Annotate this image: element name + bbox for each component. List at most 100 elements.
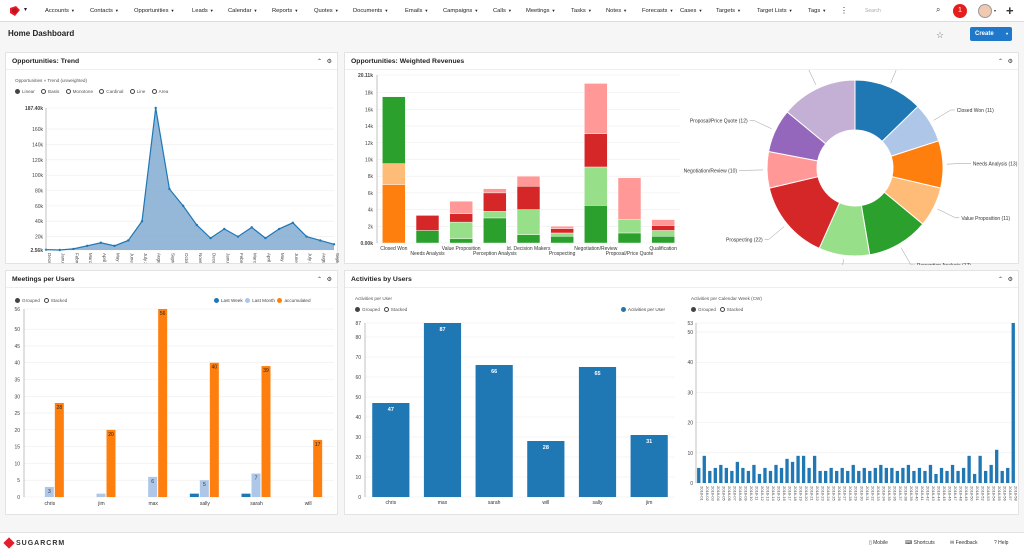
search-input[interactable]: Search [865, 8, 881, 14]
nav-item-tasks[interactable]: Tasks ▼ [571, 8, 592, 14]
collapse-icon[interactable]: ⌃ [997, 277, 1003, 283]
shortcuts-link[interactable]: ⌨ Shortcuts [905, 540, 935, 546]
feedback-link[interactable]: ✉ Feedback [950, 540, 978, 546]
create-caret-icon[interactable]: ▾ [1005, 31, 1008, 36]
group-mode-toggle[interactable]: Grouped Stacked [691, 307, 743, 312]
chevron-down-icon[interactable]: ▼ [209, 8, 214, 13]
logo-menu-caret-icon[interactable]: ▾ [24, 7, 27, 13]
chevron-down-icon[interactable]: ▼ [474, 8, 479, 13]
chevron-down-icon[interactable]: ▼ [114, 8, 119, 13]
radio-line[interactable] [129, 89, 135, 94]
collapse-icon[interactable]: ⌃ [316, 277, 322, 283]
nav-item-label: Targets [716, 8, 736, 14]
chevron-down-icon[interactable]: ▼ [253, 8, 258, 13]
x-tick-label: April [102, 253, 107, 262]
radio-basis[interactable] [41, 89, 47, 94]
grouped-radio[interactable] [691, 307, 696, 312]
gear-icon[interactable]: ⚙ [1007, 59, 1013, 65]
stacked-radio[interactable] [719, 307, 725, 312]
x-tick-label: 2018-36 [892, 486, 897, 501]
x-tick-label: Needs Analysis [410, 251, 445, 257]
chevron-down-icon[interactable]: ▼ [424, 8, 429, 13]
notifications-badge[interactable]: 1 [953, 4, 967, 18]
nav-item-reports[interactable]: Reports ▼ [272, 8, 298, 14]
nav-item-calls[interactable]: Calls ▼ [493, 8, 512, 14]
bar [746, 470, 751, 483]
quick-create-icon[interactable]: + [1006, 3, 1014, 18]
create-button[interactable]: Create ▾ [970, 27, 1012, 41]
gear-icon[interactable]: ⚙ [326, 59, 332, 65]
nav-item-notes[interactable]: Notes ▼ [606, 8, 627, 14]
nav-item-forecasts[interactable]: Forecasts ▼ [642, 8, 673, 14]
nav-item-campaigns[interactable]: Campaigns ▼ [443, 8, 478, 14]
chevron-down-icon[interactable]: ▼ [698, 8, 703, 13]
chart-legend[interactable]: Activities per User [621, 307, 665, 312]
nav-item-label: Documents [353, 8, 383, 14]
grouped-radio[interactable] [355, 307, 360, 312]
nav-item-leads[interactable]: Leads ▼ [192, 8, 214, 14]
favorite-star-icon[interactable]: ☆ [936, 30, 945, 40]
bar-segment [651, 236, 675, 244]
stacked-radio[interactable] [43, 298, 49, 303]
nav-item-emails[interactable]: Emails ▼ [405, 8, 428, 14]
chevron-down-icon[interactable]: ▼ [170, 8, 175, 13]
user-avatar[interactable] [978, 4, 992, 18]
collapse-icon[interactable]: ⌃ [316, 59, 322, 65]
trend-subtitle: Opportunities » Trend (unweighted) [15, 78, 88, 83]
nav-item-label: Accounts [45, 8, 69, 14]
chevron-down-icon[interactable]: ▼ [507, 8, 512, 13]
chevron-down-icon[interactable]: ▼ [384, 8, 389, 13]
stacked-radio[interactable] [383, 307, 389, 312]
gear-icon[interactable]: ⚙ [1007, 277, 1013, 283]
chevron-down-icon[interactable]: ▼ [623, 8, 628, 13]
nav-item-target-lists[interactable]: Target Lists ▼ [757, 8, 793, 14]
radio-area[interactable] [151, 89, 157, 94]
nav-item-quotes[interactable]: Quotes ▼ [314, 8, 339, 14]
chevron-down-icon[interactable]: ▼ [587, 8, 592, 13]
bar-value-label: 47 [388, 407, 394, 413]
legend-activities: Activities per User [628, 307, 666, 312]
nav-item-tags[interactable]: Tags ▼ [808, 8, 826, 14]
x-tick-label: 2018-23 [821, 486, 826, 501]
nav-item-meetings[interactable]: Meetings ▼ [526, 8, 556, 14]
nav-item-opportunities[interactable]: Opportunities ▼ [134, 8, 174, 14]
sugar-logo-icon[interactable] [10, 6, 20, 16]
x-tick-label: 2018-22 [815, 486, 820, 501]
mobile-link[interactable]: ▯ Mobile [869, 540, 888, 546]
nav-item-targets[interactable]: Targets ▼ [716, 8, 741, 14]
radio-monotone[interactable] [65, 89, 71, 94]
radio-linear[interactable] [15, 89, 20, 94]
chevron-down-icon[interactable]: ▼ [294, 8, 299, 13]
user-menu-caret-icon[interactable]: ▾ [994, 8, 997, 13]
bar [884, 467, 888, 483]
bar [818, 470, 822, 483]
radio-cardinal[interactable] [99, 89, 105, 94]
chevron-down-icon[interactable]: ▼ [551, 8, 556, 13]
chevron-down-icon[interactable]: ▼ [822, 8, 827, 13]
x-tick-label: 2018-57 [1008, 486, 1013, 501]
chevron-down-icon[interactable]: ▼ [737, 8, 741, 13]
gear-icon[interactable]: ⚙ [326, 277, 332, 283]
group-mode-toggle[interactable]: Grouped Stacked [355, 307, 407, 312]
more-menu-icon[interactable]: ⋮ [840, 6, 848, 15]
chevron-down-icon[interactable]: ▼ [70, 8, 75, 13]
help-link[interactable]: ? Help [994, 540, 1009, 546]
chevron-down-icon[interactable]: ▼ [788, 8, 793, 13]
group-mode-toggle[interactable]: Grouped Stacked [15, 298, 67, 303]
nav-item-accounts[interactable]: Accounts ▼ [45, 8, 75, 14]
nav-item-contacts[interactable]: Contacts ▼ [90, 8, 119, 14]
nav-item-calendar[interactable]: Calendar ▼ [228, 8, 258, 14]
data-point [181, 204, 185, 208]
interpolation-options[interactable]: Linear Basis Monotone Cardinal Line Area [15, 89, 173, 94]
meetings-bar-chart: 5650454035302520151050328chris20jim656ma… [14, 307, 334, 507]
nav-item-documents[interactable]: Documents ▼ [353, 8, 388, 14]
nav-item-cases[interactable]: Cases ▼ [680, 8, 702, 14]
collapse-icon[interactable]: ⌃ [997, 59, 1003, 65]
grouped-radio[interactable] [15, 298, 20, 303]
chevron-down-icon[interactable]: ▼ [669, 8, 674, 13]
x-tick-label: 2018-12 [760, 486, 765, 501]
bar [199, 480, 209, 497]
chevron-down-icon[interactable]: ▼ [334, 8, 339, 13]
chart-legend[interactable]: Last Week Last Month accumulated [214, 298, 311, 303]
search-icon[interactable]: ⌕ [936, 5, 941, 14]
